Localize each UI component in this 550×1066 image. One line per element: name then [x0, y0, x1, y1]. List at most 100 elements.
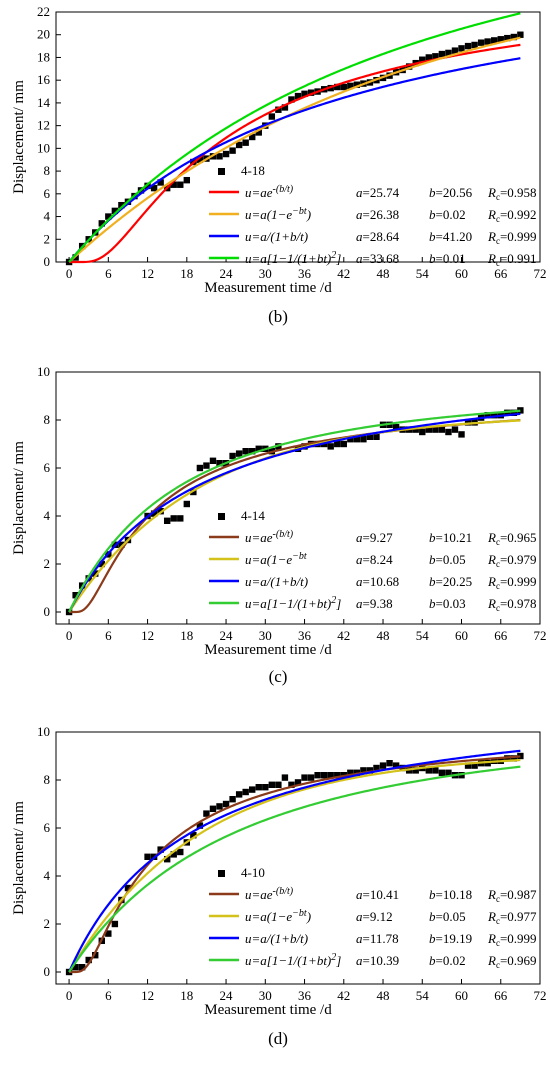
data-point: [347, 82, 354, 90]
y-tick-label: 8: [44, 772, 51, 787]
legend-rc: Rc=0.987: [487, 887, 537, 904]
data-point: [150, 510, 158, 517]
y-tick-label: 20: [37, 27, 50, 42]
x-tick-label: 0: [66, 628, 73, 643]
x-tick-label: 36: [298, 628, 312, 643]
x-tick-label: 6: [105, 266, 112, 281]
plot-frame: [55, 371, 541, 625]
legend-formula: u=a[1−1/(1+bt)2]: [245, 595, 341, 611]
y-tick-label: 10: [37, 140, 50, 155]
data-point: [111, 207, 119, 215]
data-point: [458, 431, 465, 438]
legend-param-b: b=0.02: [429, 207, 466, 222]
y-tick-label: 6: [44, 460, 51, 475]
legend-formula: u=a/(1+b/t): [245, 574, 308, 589]
data-point: [438, 50, 446, 58]
y-tick-label: 12: [37, 118, 50, 133]
x-tick-label: 24: [220, 266, 234, 281]
x-tick-label: 42: [337, 988, 350, 1003]
data-point: [85, 956, 92, 964]
data-point: [484, 760, 491, 767]
y-tick-label: 2: [44, 556, 51, 571]
x-tick-label: 12: [141, 266, 154, 281]
data-point: [432, 426, 439, 433]
data-point: [235, 450, 243, 457]
data-point: [334, 772, 341, 779]
plot-frame: [55, 731, 541, 985]
data-point: [334, 83, 341, 91]
data-point: [209, 805, 217, 812]
data-point: [268, 113, 276, 120]
data-point: [353, 81, 361, 88]
x-tick-label: 30: [259, 266, 272, 281]
legend-formula: u=a/(1+b/t): [245, 931, 308, 946]
data-point: [294, 779, 302, 786]
data-point: [340, 440, 347, 448]
fit-curve-exp: [69, 755, 521, 974]
legend-param-b: b=0.01: [429, 251, 466, 266]
fit-curve-inv2: [68, 409, 521, 613]
x-tick-label: 66: [494, 628, 508, 643]
legend-marker: [218, 513, 225, 520]
x-tick-label: 36: [298, 988, 312, 1003]
data-point: [235, 141, 243, 149]
y-tick-label: 18: [37, 49, 50, 64]
data-point: [491, 412, 498, 419]
x-tick-label: 24: [220, 628, 234, 643]
data-point: [216, 803, 223, 810]
x-tick-label: 6: [105, 628, 112, 643]
data-point: [438, 769, 446, 776]
data-point: [392, 762, 400, 769]
data-point: [275, 781, 282, 788]
legend-param-a: a=9.12: [356, 909, 393, 924]
x-axis-label: Measurement time /d: [204, 1002, 332, 1018]
legend-param-a: a=8.24: [356, 552, 393, 567]
data-point: [327, 772, 334, 779]
data-point: [510, 409, 518, 416]
y-tick-label: 22: [37, 4, 50, 19]
x-tick-label: 0: [66, 266, 73, 281]
data-point: [183, 500, 191, 508]
y-tick-label: 10: [37, 724, 50, 739]
data-point: [163, 517, 171, 524]
data-point: [288, 96, 295, 103]
x-tick-label: 24: [220, 988, 234, 1003]
legend-param-b: b=19.19: [429, 931, 472, 946]
legend-param-a: a=11.78: [356, 931, 399, 946]
data-point: [92, 952, 99, 959]
data-point: [445, 49, 452, 57]
y-tick-label: 0: [44, 964, 51, 979]
data-point: [275, 106, 282, 113]
data-point: [477, 39, 485, 46]
x-tick-label: 30: [259, 628, 272, 643]
fit-curve-hyper: [68, 412, 521, 613]
data-point: [301, 774, 308, 781]
data-point: [78, 964, 86, 971]
y-axis-label: Displacement/ mm: [11, 80, 27, 194]
legend-marker: [218, 168, 225, 175]
data-point: [118, 541, 125, 548]
data-point: [72, 592, 79, 599]
data-point: [124, 884, 132, 892]
x-tick-label: 30: [259, 988, 272, 1003]
data-point: [203, 810, 210, 817]
y-tick-label: 6: [44, 186, 51, 201]
data-point: [471, 762, 478, 769]
data-point: [144, 853, 151, 860]
data-point: [183, 176, 191, 184]
legend: 4-14 u=ae-(b/t) a=9.27 b=10.21 Rc=0.965 u=a(1…: [209, 508, 537, 613]
data-point: [320, 772, 328, 779]
legend-rc: Rc=0.991: [487, 251, 537, 268]
data-point: [307, 89, 315, 96]
legend-rc: Rc=0.969: [487, 953, 537, 970]
panel-label: (d): [268, 1029, 288, 1048]
legend-param-b: b=0.05: [429, 552, 466, 567]
data-point: [484, 412, 491, 419]
data-point: [268, 781, 276, 788]
data-point: [196, 822, 204, 829]
data-point: [301, 90, 308, 98]
data-point: [190, 832, 197, 839]
chart-panel-1: 0 6 12 18 24 30 36 42 48 54 60 66 720246810121416182…: [11, 4, 547, 326]
data-point: [517, 752, 524, 760]
